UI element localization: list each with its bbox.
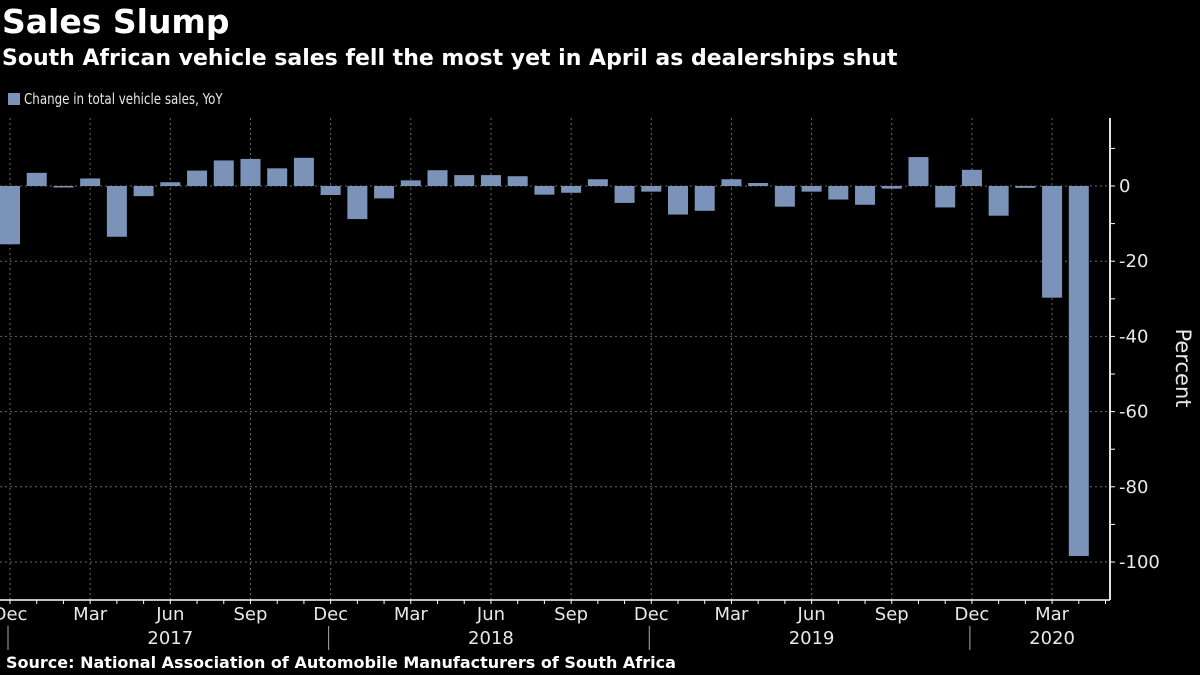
bar — [1068, 186, 1089, 556]
x-tick-label: Mar — [1035, 604, 1070, 625]
x-year-label: 2019 — [789, 628, 835, 649]
bar — [187, 170, 208, 186]
bar — [267, 168, 288, 186]
bar — [1042, 186, 1063, 298]
x-year-label: 2018 — [468, 628, 514, 649]
bar — [400, 180, 421, 186]
x-tick-label: Sep — [875, 604, 909, 625]
bars — [0, 157, 1089, 556]
x-tick-label: Sep — [234, 604, 268, 625]
x-tick-label: Mar — [714, 604, 749, 625]
x-tick-label: Dec — [954, 604, 989, 625]
bar — [454, 175, 475, 186]
x-year-label: 2017 — [147, 628, 193, 649]
x-tick-label: Sep — [554, 604, 588, 625]
bar — [641, 186, 662, 192]
legend: Change in total vehicle sales, YoY — [8, 90, 250, 108]
y-tick-label: 0 — [1119, 176, 1130, 197]
bar — [668, 186, 688, 215]
bar — [507, 176, 528, 186]
y-tick-label: -40 — [1119, 326, 1148, 347]
bar — [801, 186, 822, 192]
bar — [320, 186, 341, 196]
bar — [855, 186, 876, 205]
legend-swatch — [8, 93, 20, 105]
bar — [561, 186, 582, 193]
chart-subtitle: South African vehicle sales fell the mos… — [2, 46, 898, 71]
bar — [587, 179, 608, 186]
x-axis: Dec Mar Jun Sep Dec Mar Jun Sep Dec Mar Jun Sep Dec M… — [0, 118, 1111, 650]
bar — [26, 172, 47, 186]
bar — [0, 186, 20, 245]
x-tick-label: Mar — [394, 604, 429, 625]
bar — [988, 186, 1009, 216]
y-axis: 0 -20 -40 -60 -80 -100 — [1109, 118, 1160, 600]
y-axis-label: Percent — [1171, 328, 1195, 407]
bar — [881, 186, 902, 189]
x-tick-label: Dec — [0, 604, 27, 625]
bar — [721, 179, 742, 186]
bar — [160, 182, 181, 186]
y-tick-label: -80 — [1119, 477, 1148, 498]
bar — [534, 186, 555, 195]
bar — [614, 186, 635, 203]
bar — [828, 186, 849, 200]
bar — [427, 170, 448, 186]
source-note: Source: National Association of Automobi… — [6, 653, 676, 672]
chart-title: Sales Slump — [2, 2, 230, 41]
bar — [961, 169, 982, 186]
x-tick-label: Jun — [476, 604, 505, 625]
x-tick-label: Dec — [313, 604, 348, 625]
bar — [1015, 186, 1036, 188]
bar — [240, 158, 261, 186]
bar — [748, 182, 769, 186]
bar — [480, 175, 501, 186]
bar — [694, 186, 715, 211]
bar — [774, 186, 795, 207]
x-tick-label: Dec — [634, 604, 669, 625]
y-tick-label: -60 — [1119, 402, 1148, 423]
x-tick-label: Mar — [73, 604, 108, 625]
bar — [935, 186, 956, 208]
bar — [53, 186, 74, 188]
bar — [133, 186, 154, 197]
bar — [374, 186, 395, 199]
legend-label: Change in total vehicle sales, YoY — [24, 90, 223, 108]
y-tick-label: -100 — [1119, 552, 1160, 573]
bar — [908, 157, 929, 186]
bar — [106, 186, 127, 237]
bar — [80, 178, 101, 186]
x-tick-label: Jun — [155, 604, 184, 625]
bar — [347, 186, 368, 220]
y-tick-label: -20 — [1119, 251, 1148, 272]
bar — [213, 160, 234, 186]
x-tick-label: Jun — [797, 604, 826, 625]
x-year-label: 2020 — [1029, 628, 1075, 649]
bar — [293, 157, 314, 186]
